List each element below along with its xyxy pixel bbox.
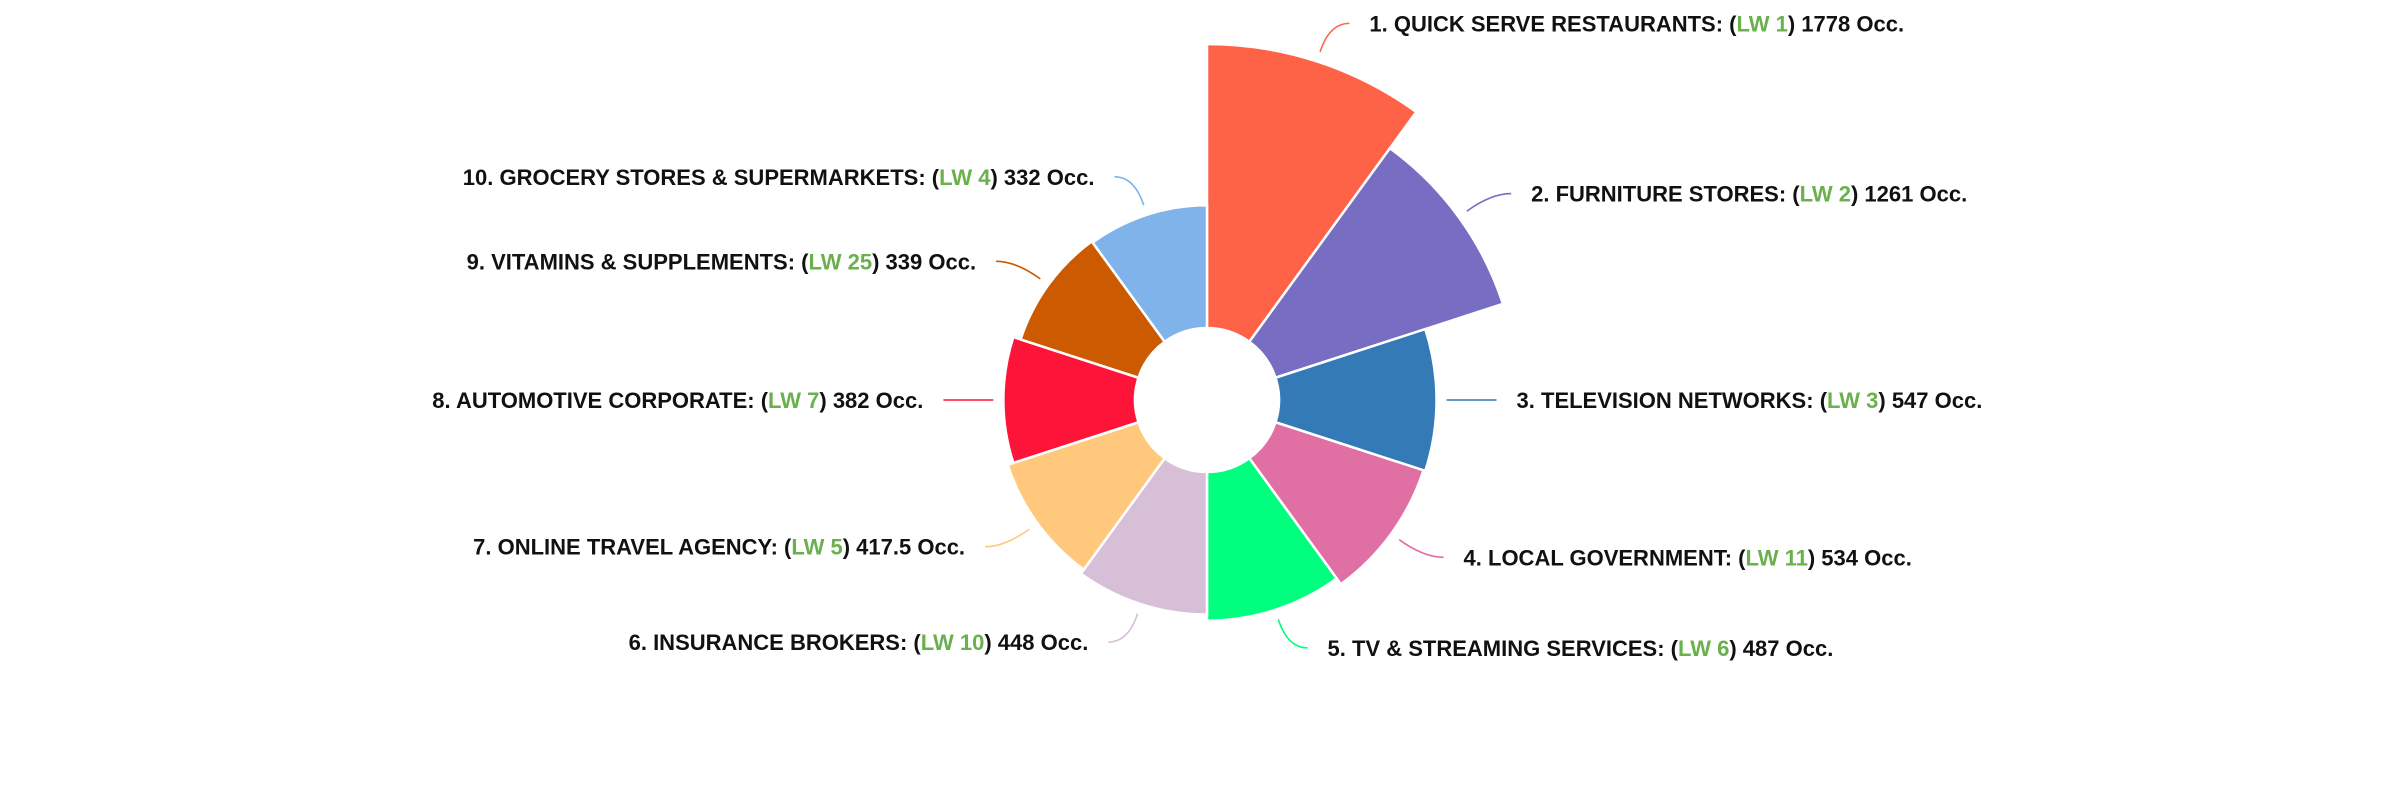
- slice-vitamins-and-supplements[interactable]: [1019, 239, 1167, 380]
- label-name: TV & STREAMING SERVICES: [1352, 636, 1657, 661]
- label-value: 339: [886, 249, 923, 274]
- label-automotive-corporate: 8. AUTOMOTIVE CORPORATE: (LW 7) 382 Occ.: [432, 388, 923, 413]
- label-name: GROCERY STORES & SUPERMARKETS: [499, 165, 918, 190]
- label-lw: LW 7: [768, 388, 819, 413]
- label-lw: LW 11: [1745, 545, 1807, 570]
- label-unit: Occ.: [1920, 182, 1968, 207]
- label-unit: Occ.: [1935, 388, 1983, 413]
- slices-layer: [1002, 42, 1505, 622]
- label-online-travel-agency: 7. ONLINE TRAVEL AGENCY: (LW 5) 417.5 Oc…: [473, 535, 965, 560]
- label-furniture-stores: 2. FURNITURE STORES: (LW 2) 1261 Occ.: [1531, 182, 1967, 207]
- slice-automotive-corporate[interactable]: [1002, 335, 1141, 465]
- label-unit: Occ.: [1041, 630, 1089, 655]
- label-lw: LW 2: [1800, 182, 1851, 207]
- label-rank: 1.: [1369, 11, 1387, 36]
- label-lw: LW 6: [1678, 636, 1729, 661]
- label-rank: 5.: [1328, 636, 1346, 661]
- label-lw: LW 10: [921, 630, 985, 655]
- leader-line-grocery-stores-and-supermarkets: [1114, 175, 1145, 206]
- label-rank: 10.: [463, 165, 494, 190]
- label-television-networks: 3. TELEVISION NETWORKS: (LW 3) 547 Occ.: [1517, 388, 1983, 413]
- label-unit: Occ.: [1786, 636, 1834, 661]
- label-value: 534: [1821, 545, 1858, 570]
- label-lw: LW 4: [939, 165, 991, 190]
- label-unit: Occ.: [1856, 11, 1904, 36]
- label-unit: Occ.: [928, 249, 976, 274]
- center-hole: [1135, 328, 1279, 472]
- label-unit: Occ.: [876, 388, 924, 413]
- label-rank: 3.: [1517, 388, 1535, 413]
- label-unit: Occ.: [1047, 165, 1095, 190]
- label-lw: LW 5: [791, 535, 842, 560]
- label-name: INSURANCE BROKERS: [653, 630, 900, 655]
- label-rank: 7.: [473, 535, 491, 560]
- label-rank: 4.: [1464, 545, 1482, 570]
- label-unit: Occ.: [1864, 545, 1912, 570]
- labels-layer: 1. QUICK SERVE RESTAURANTS: (LW 1) 1778 …: [432, 11, 1982, 660]
- label-value: 487: [1743, 636, 1780, 661]
- label-vitamins-and-supplements: 9. VITAMINS & SUPPLEMENTS: (LW 25) 339 O…: [467, 249, 976, 274]
- label-rank: 8.: [432, 388, 450, 413]
- label-quick-serve-restaurants: 1. QUICK SERVE RESTAURANTS: (LW 1) 1778 …: [1369, 11, 1904, 36]
- label-name: AUTOMOTIVE CORPORATE: [456, 388, 747, 413]
- label-unit: Occ.: [917, 535, 965, 560]
- label-name: TELEVISION NETWORKS: [1541, 388, 1806, 413]
- leader-line-quick-serve-restaurants: [1319, 22, 1350, 53]
- label-value: 1778: [1801, 11, 1850, 36]
- label-name: LOCAL GOVERNMENT: [1488, 545, 1728, 570]
- label-rank: 6.: [629, 630, 647, 655]
- label-lw: LW 3: [1827, 388, 1878, 413]
- label-insurance-brokers: 6. INSURANCE BROKERS: (LW 10) 448 Occ.: [629, 630, 1089, 655]
- slice-online-travel-agency[interactable]: [1006, 420, 1167, 572]
- label-value: 382: [833, 388, 870, 413]
- leader-line-vitamins-and-supplements: [996, 260, 1041, 280]
- label-local-government: 4. LOCAL GOVERNMENT: (LW 11) 534 Occ.: [1464, 545, 1912, 570]
- label-grocery-stores-and-supermarkets: 10. GROCERY STORES & SUPERMARKETS: (LW 4…: [463, 165, 1095, 190]
- label-tv-and-streaming-services: 5. TV & STREAMING SERVICES: (LW 6) 487 O…: [1328, 636, 1834, 661]
- leader-line-insurance-brokers: [1108, 613, 1139, 643]
- label-value: 448: [998, 630, 1035, 655]
- label-value: 1261: [1864, 182, 1913, 207]
- leader-line-tv-and-streaming-services: [1277, 619, 1308, 649]
- label-lw: LW 25: [808, 249, 872, 274]
- leader-line-local-government: [1398, 539, 1444, 559]
- label-name: VITAMINS & SUPPLEMENTS: [491, 249, 788, 274]
- label-name: QUICK SERVE RESTAURANTS: [1394, 11, 1716, 36]
- label-lw: LW 1: [1737, 11, 1788, 36]
- leader-line-online-travel-agency: [985, 528, 1030, 548]
- label-value: 417.5: [856, 535, 911, 560]
- label-name: ONLINE TRAVEL AGENCY: [498, 535, 773, 560]
- label-rank: 9.: [467, 249, 485, 274]
- label-name: FURNITURE STORES: [1556, 182, 1779, 207]
- label-value: 332: [1004, 165, 1041, 190]
- label-rank: 2.: [1531, 182, 1549, 207]
- label-value: 547: [1892, 388, 1929, 413]
- leader-line-furniture-stores: [1466, 192, 1512, 212]
- leader-lines-layer: [943, 22, 1512, 649]
